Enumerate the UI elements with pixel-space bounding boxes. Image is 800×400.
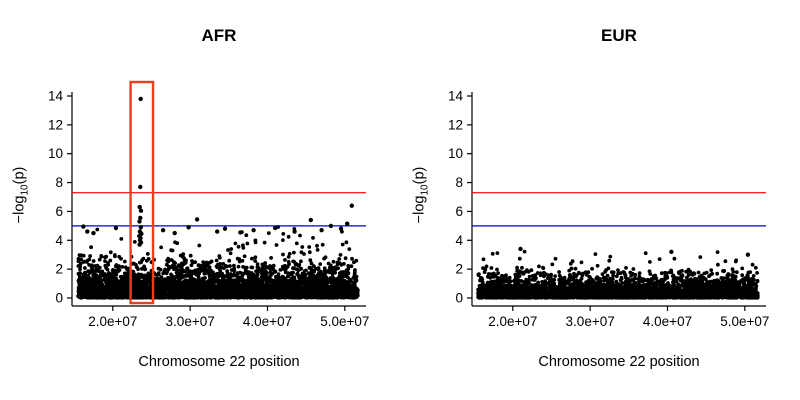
eur-plot-canvas: 2.0e+07 3.0e+07 4.0e+07 5.0e+07 0 2 4 6 8 10 12 14 (448, 89, 769, 330)
svg-text:5.0e+07: 5.0e+07 (720, 314, 769, 329)
svg-text:6: 6 (455, 204, 463, 219)
x-axis-label-afr: Chromosome 22 position (138, 354, 300, 370)
svg-text:8: 8 (455, 175, 463, 190)
svg-text:4.0e+07: 4.0e+07 (643, 314, 692, 329)
svg-text:12: 12 (48, 117, 63, 132)
afr-plot-canvas: 2.0e+07 3.0e+07 4.0e+07 5.0e+07 0 2 4 6 8 10 12 14 (48, 80, 369, 329)
svg-text:6: 6 (55, 204, 63, 219)
svg-text:12: 12 (448, 117, 463, 132)
svg-text:2: 2 (455, 262, 463, 277)
plot-title-eur: EUR (601, 26, 637, 45)
svg-text:14: 14 (48, 89, 64, 104)
svg-text:3.0e+07: 3.0e+07 (566, 314, 615, 329)
x-axis-label-eur: Chromosome 22 position (538, 354, 700, 370)
svg-text:4.0e+07: 4.0e+07 (243, 314, 292, 329)
svg-text:4: 4 (55, 233, 63, 248)
svg-text:3.0e+07: 3.0e+07 (166, 314, 215, 329)
svg-text:2.0e+07: 2.0e+07 (488, 314, 537, 329)
svg-text:10: 10 (48, 146, 63, 161)
svg-text:2: 2 (55, 262, 63, 277)
svg-text:5.0e+07: 5.0e+07 (320, 314, 369, 329)
panel-eur: EUR −log10(p) Chromosome 22 position 2.0… (400, 0, 800, 400)
panel-afr: AFR −log10(p) Chromosome 22 position 2.0… (12, 26, 370, 370)
svg-text:0: 0 (55, 291, 63, 306)
plot-title-afr: AFR (201, 26, 237, 45)
svg-text:4: 4 (455, 233, 463, 248)
svg-text:2.0e+07: 2.0e+07 (88, 314, 137, 329)
svg-text:8: 8 (55, 175, 63, 190)
svg-text:10: 10 (448, 146, 463, 161)
svg-text:0: 0 (455, 291, 463, 306)
svg-text:14: 14 (448, 89, 464, 104)
